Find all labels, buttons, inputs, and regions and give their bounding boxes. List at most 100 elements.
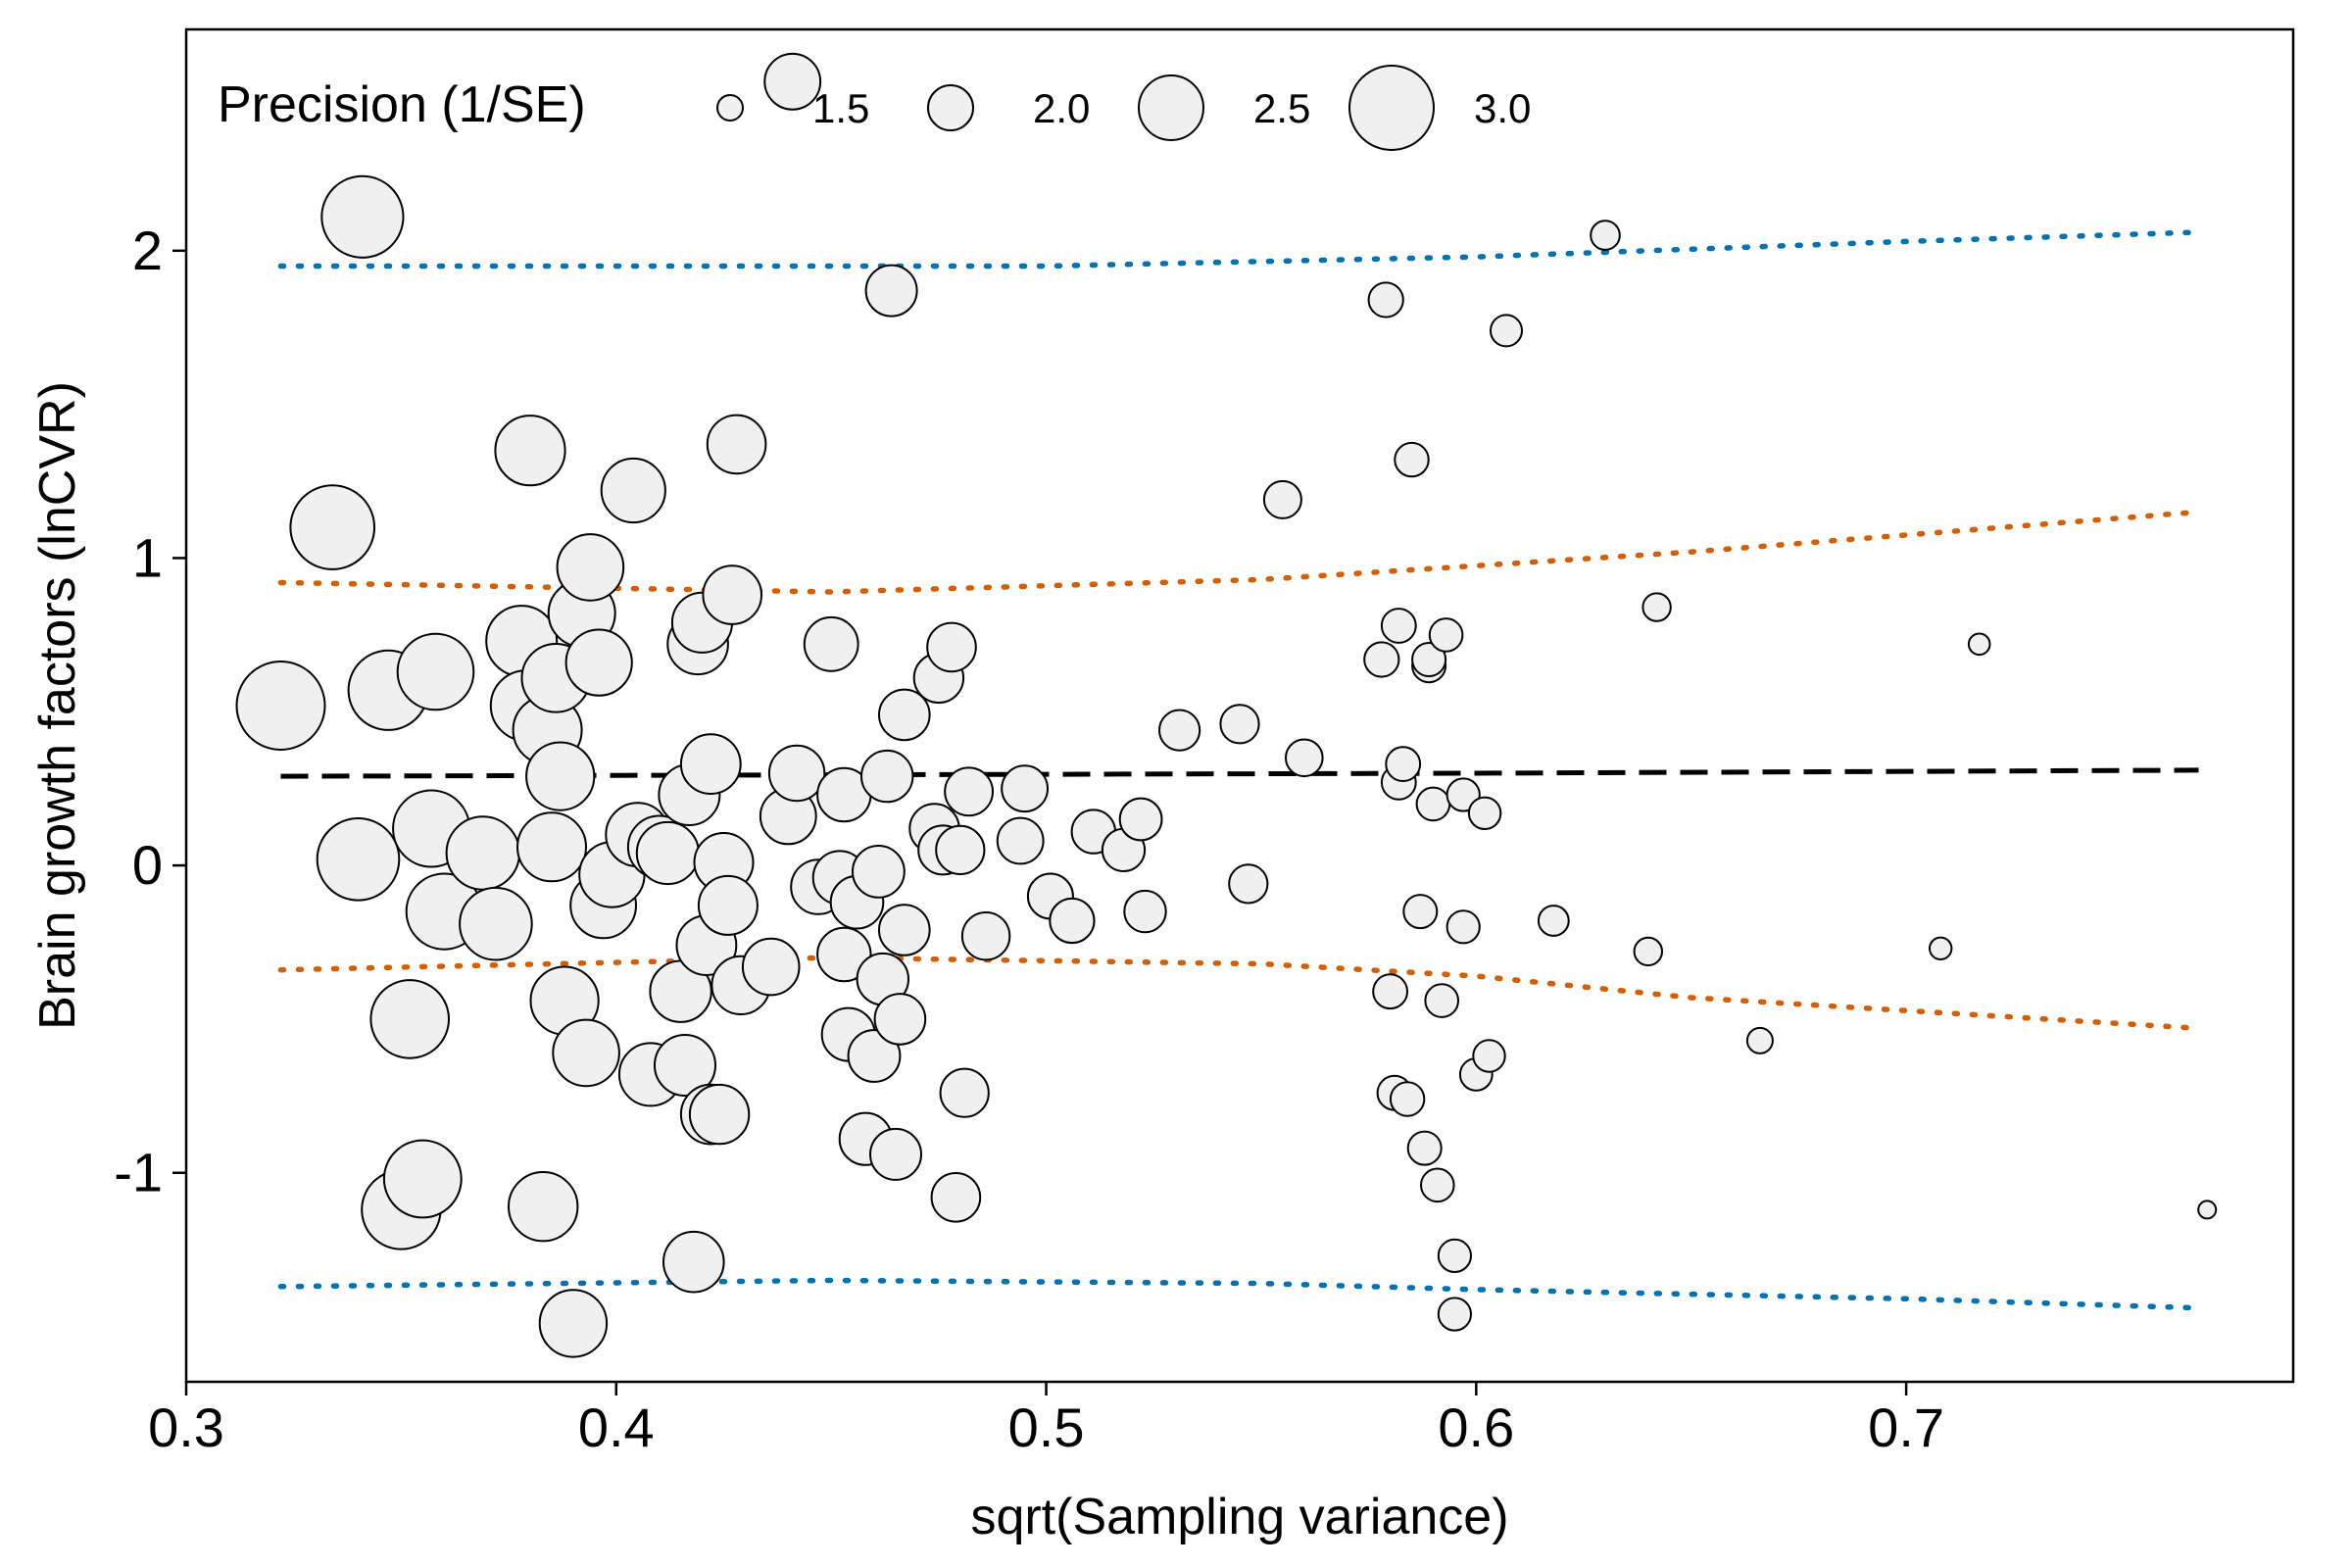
data-points bbox=[235, 52, 2218, 1358]
data-point bbox=[1411, 642, 1447, 677]
legend-key-label: 2.5 bbox=[1253, 85, 1310, 131]
data-point bbox=[864, 264, 918, 318]
data-point bbox=[1420, 1167, 1455, 1203]
data-point bbox=[1437, 1297, 1473, 1332]
data-point bbox=[1367, 281, 1404, 318]
data-point bbox=[939, 1067, 990, 1118]
legend-key-circle bbox=[927, 84, 974, 131]
x-tick-label: 0.7 bbox=[1868, 1396, 1944, 1458]
data-point bbox=[1929, 936, 1953, 960]
data-point bbox=[1967, 632, 1991, 657]
data-point bbox=[1633, 936, 1664, 967]
data-point bbox=[1437, 1238, 1473, 1274]
data-point bbox=[320, 174, 405, 259]
data-point bbox=[1415, 786, 1451, 822]
data-point bbox=[538, 1289, 609, 1358]
data-point bbox=[382, 1139, 463, 1219]
data-point bbox=[706, 414, 767, 475]
data-point bbox=[552, 1018, 620, 1088]
data-point bbox=[662, 1230, 725, 1294]
reference-line-mean bbox=[280, 767, 2199, 779]
data-point bbox=[1428, 617, 1464, 653]
data-point bbox=[1262, 479, 1302, 519]
data-point bbox=[1490, 314, 1523, 348]
data-point bbox=[396, 632, 475, 711]
legend-key-circle bbox=[1348, 65, 1435, 151]
data-point bbox=[935, 824, 986, 876]
data-point bbox=[763, 52, 822, 111]
y-tick-label: -1 bbox=[114, 1142, 163, 1203]
data-point bbox=[1394, 441, 1430, 478]
data-point bbox=[316, 817, 401, 902]
data-point bbox=[878, 688, 931, 742]
data-point bbox=[654, 1034, 716, 1097]
data-point bbox=[930, 1172, 982, 1223]
legend-key-label: 3.0 bbox=[1474, 85, 1531, 131]
legend-key-label: 2.0 bbox=[1033, 85, 1090, 131]
data-point bbox=[494, 415, 566, 487]
size-legend: Precision (1/SE) 1.5 2.0 2.5 3.0 bbox=[218, 65, 1531, 151]
data-point bbox=[1385, 746, 1422, 782]
reference-line-outer-upper bbox=[277, 229, 2202, 270]
data-point bbox=[1285, 738, 1324, 778]
legend-title: Precision (1/SE) bbox=[218, 76, 586, 133]
data-point bbox=[1446, 909, 1481, 945]
legend-keys: 1.5 2.0 2.5 3.0 bbox=[716, 65, 1531, 151]
data-point bbox=[873, 993, 927, 1046]
data-point bbox=[459, 886, 533, 961]
data-point bbox=[1372, 973, 1408, 1010]
data-point bbox=[803, 615, 859, 672]
data-point bbox=[1467, 796, 1502, 830]
legend-key-circle bbox=[1138, 74, 1204, 141]
data-point bbox=[1123, 889, 1167, 934]
legend-key-label: 1.5 bbox=[812, 85, 869, 131]
data-point bbox=[944, 766, 994, 817]
data-point bbox=[1402, 894, 1439, 930]
x-tick-label: 0.6 bbox=[1438, 1396, 1514, 1458]
data-point bbox=[564, 628, 633, 697]
data-point bbox=[767, 744, 826, 803]
y-tick-label: 0 bbox=[132, 834, 163, 896]
data-point bbox=[445, 815, 520, 891]
data-point bbox=[1001, 764, 1049, 813]
data-point bbox=[816, 926, 872, 983]
data-point bbox=[1228, 863, 1269, 905]
data-point bbox=[1472, 1039, 1506, 1073]
data-point bbox=[1363, 641, 1400, 678]
data-point bbox=[1219, 704, 1260, 745]
reference-line-outer-lower bbox=[277, 1277, 2202, 1311]
data-point bbox=[996, 816, 1045, 865]
data-point bbox=[741, 937, 801, 997]
y-tick-label: 1 bbox=[132, 526, 163, 588]
data-point bbox=[2197, 1200, 2218, 1220]
data-point bbox=[860, 749, 914, 804]
data-point bbox=[702, 564, 763, 625]
legend-key-circle bbox=[716, 94, 744, 122]
axes: 0.3 0.4 0.5 0.6 0.7 -1 0 1 2 bbox=[114, 220, 1944, 1458]
data-point bbox=[556, 533, 625, 602]
data-point bbox=[525, 741, 596, 811]
x-tick-label: 0.3 bbox=[148, 1396, 224, 1458]
data-point bbox=[1590, 220, 1621, 251]
data-point bbox=[847, 1029, 902, 1083]
data-point bbox=[1424, 983, 1459, 1018]
data-point bbox=[1118, 797, 1163, 842]
data-point bbox=[508, 1171, 579, 1243]
data-point bbox=[1537, 905, 1570, 937]
data-point bbox=[869, 1127, 922, 1181]
y-axis-title: Brain growth factors (lnCVR) bbox=[29, 381, 86, 1030]
data-point bbox=[679, 733, 742, 795]
data-point bbox=[1642, 592, 1672, 622]
data-point bbox=[369, 979, 451, 1059]
data-point bbox=[1406, 1130, 1443, 1166]
data-point bbox=[878, 904, 931, 956]
data-point bbox=[289, 484, 376, 570]
x-axis-title: sqrt(Sampling variance) bbox=[970, 1489, 1508, 1545]
data-point bbox=[1049, 897, 1096, 945]
data-point bbox=[635, 820, 701, 886]
data-point bbox=[1745, 1026, 1774, 1054]
data-point bbox=[235, 661, 326, 751]
data-point bbox=[960, 911, 1011, 961]
data-point bbox=[688, 1083, 751, 1146]
data-point bbox=[852, 845, 906, 899]
